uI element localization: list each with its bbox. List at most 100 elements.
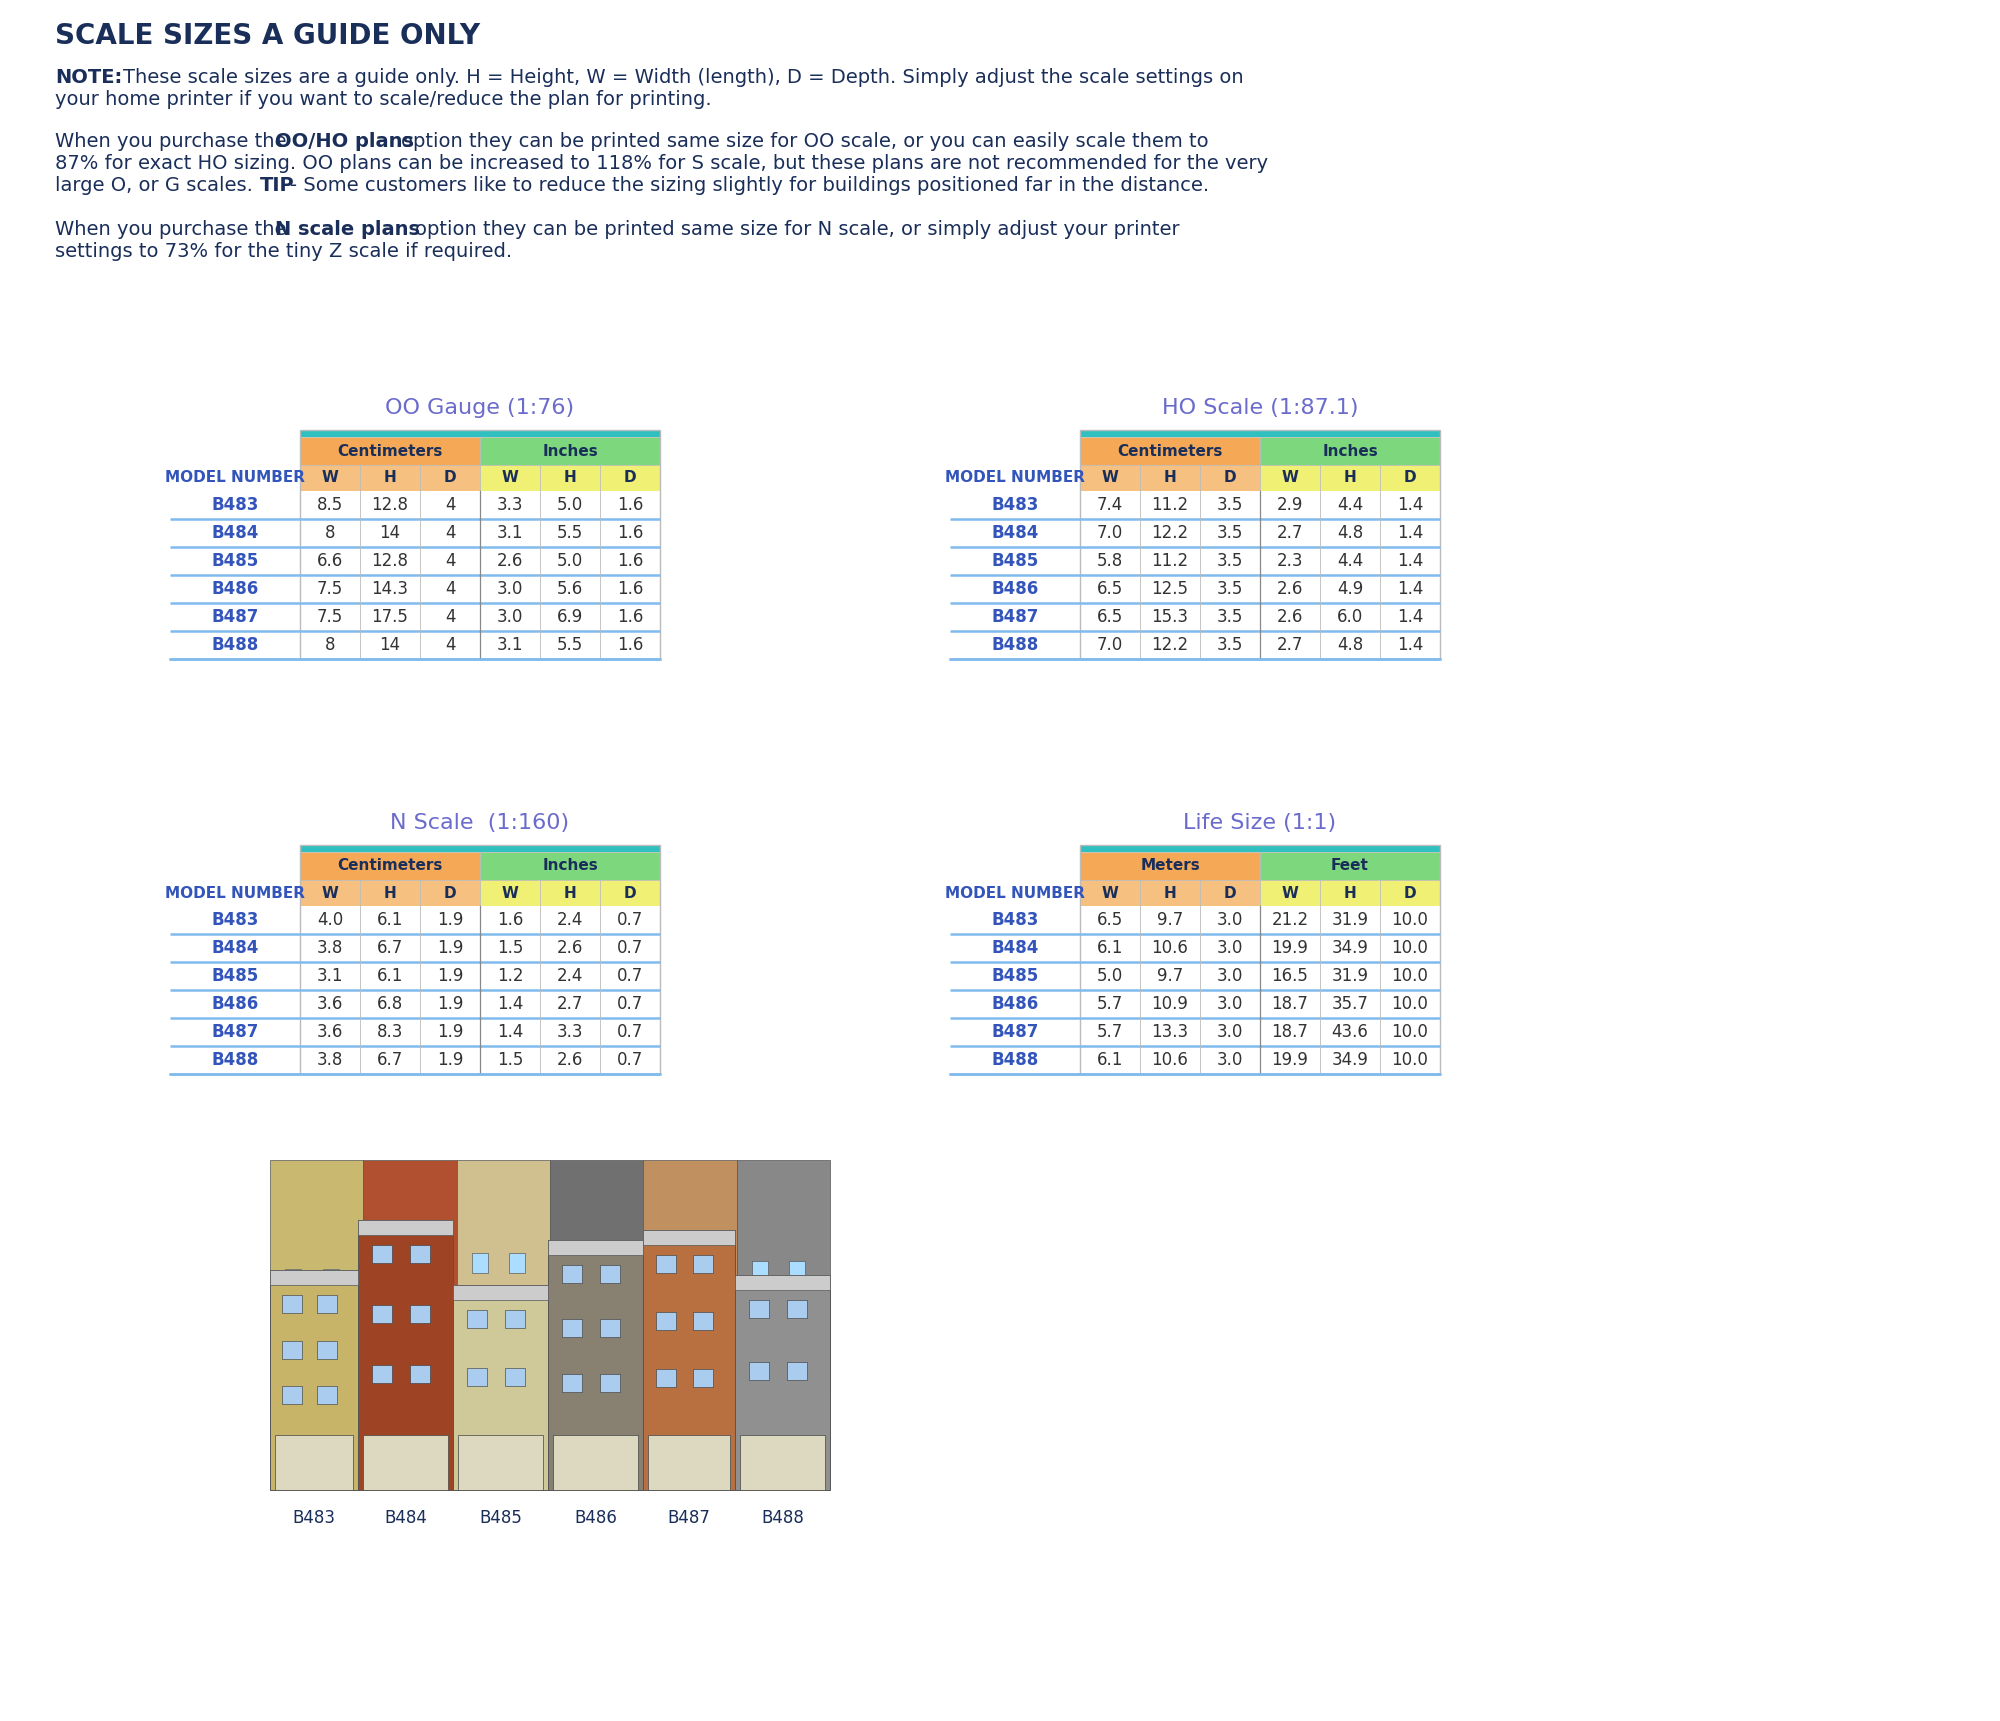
Bar bbox=[1320, 879, 1380, 905]
Bar bbox=[1080, 520, 1440, 547]
Bar bbox=[300, 602, 660, 632]
Text: 7.5: 7.5 bbox=[316, 580, 344, 597]
Bar bbox=[480, 879, 540, 905]
Text: HO Scale (1:87.1): HO Scale (1:87.1) bbox=[1162, 398, 1358, 418]
Text: 11.2: 11.2 bbox=[1152, 496, 1188, 515]
Text: H: H bbox=[564, 470, 576, 485]
Bar bbox=[736, 1160, 830, 1391]
Text: 8: 8 bbox=[324, 637, 336, 654]
Text: 14.3: 14.3 bbox=[372, 580, 408, 597]
Bar bbox=[270, 1270, 358, 1286]
Bar bbox=[644, 1160, 736, 1440]
Bar bbox=[656, 1370, 676, 1387]
Text: B486: B486 bbox=[212, 995, 258, 1014]
Text: option they can be printed same size for N scale, or simply adjust your printer: option they can be printed same size for… bbox=[416, 220, 1180, 239]
Text: 4.8: 4.8 bbox=[1336, 523, 1364, 542]
Text: 1.4: 1.4 bbox=[496, 1022, 524, 1041]
Bar bbox=[566, 1323, 582, 1344]
Text: 2.4: 2.4 bbox=[556, 967, 584, 984]
Text: 12.2: 12.2 bbox=[1152, 523, 1188, 542]
Bar bbox=[270, 1160, 364, 1408]
Bar bbox=[1260, 879, 1320, 905]
Text: 4: 4 bbox=[444, 637, 456, 654]
Bar bbox=[600, 1265, 620, 1282]
Text: MODEL NUMBER: MODEL NUMBER bbox=[946, 470, 1084, 485]
Text: 3.5: 3.5 bbox=[1216, 552, 1244, 570]
Bar bbox=[552, 1435, 638, 1490]
Bar bbox=[466, 1310, 486, 1329]
Text: B484: B484 bbox=[992, 940, 1038, 957]
Text: 4: 4 bbox=[444, 580, 456, 597]
Text: B485: B485 bbox=[992, 552, 1038, 570]
Bar bbox=[696, 1335, 712, 1354]
Text: 6.8: 6.8 bbox=[376, 995, 404, 1014]
Text: 6.0: 6.0 bbox=[1336, 608, 1364, 626]
Text: 1.4: 1.4 bbox=[1396, 496, 1424, 515]
Text: B484: B484 bbox=[212, 523, 258, 542]
Bar bbox=[300, 852, 480, 879]
Bar bbox=[286, 1313, 302, 1334]
Bar bbox=[358, 1220, 452, 1236]
Bar bbox=[1080, 852, 1260, 879]
Text: 1.2: 1.2 bbox=[496, 967, 524, 984]
Text: 6.5: 6.5 bbox=[1096, 580, 1124, 597]
Bar bbox=[364, 1435, 448, 1490]
Bar bbox=[410, 1365, 430, 1384]
Bar bbox=[600, 1320, 620, 1337]
Text: N scale plans: N scale plans bbox=[276, 220, 420, 239]
Bar bbox=[658, 1335, 674, 1354]
Text: 18.7: 18.7 bbox=[1272, 995, 1308, 1014]
Bar bbox=[472, 1291, 488, 1311]
Bar bbox=[270, 1160, 830, 1490]
Text: 3.1: 3.1 bbox=[496, 637, 524, 654]
Bar bbox=[318, 1341, 338, 1358]
Bar bbox=[300, 962, 660, 990]
Text: D: D bbox=[444, 886, 456, 900]
Bar bbox=[692, 1370, 712, 1387]
Bar bbox=[1080, 1046, 1440, 1074]
Bar bbox=[452, 1286, 548, 1490]
Bar bbox=[1080, 845, 1440, 1074]
Text: 1.5: 1.5 bbox=[496, 1052, 524, 1069]
Bar bbox=[1080, 575, 1440, 602]
Bar bbox=[1260, 437, 1440, 465]
Text: 12.2: 12.2 bbox=[1152, 637, 1188, 654]
Bar bbox=[300, 437, 480, 465]
Text: 5.7: 5.7 bbox=[1096, 995, 1124, 1014]
Text: 3.0: 3.0 bbox=[496, 580, 524, 597]
Text: Inches: Inches bbox=[1322, 444, 1378, 458]
Text: 43.6: 43.6 bbox=[1332, 1022, 1368, 1041]
Text: 12.5: 12.5 bbox=[1152, 580, 1188, 597]
Text: 5.6: 5.6 bbox=[556, 580, 584, 597]
Text: TIP: TIP bbox=[260, 176, 294, 194]
Bar bbox=[300, 1046, 660, 1074]
Bar bbox=[656, 1255, 676, 1274]
Bar bbox=[420, 465, 480, 490]
Text: B488: B488 bbox=[212, 1052, 258, 1069]
Text: 3.0: 3.0 bbox=[1216, 995, 1244, 1014]
Text: 1.4: 1.4 bbox=[1396, 580, 1424, 597]
Text: 7.4: 7.4 bbox=[1096, 496, 1124, 515]
Bar bbox=[1080, 935, 1440, 962]
Text: 3.5: 3.5 bbox=[1216, 496, 1244, 515]
Text: 2.6: 2.6 bbox=[1276, 608, 1304, 626]
Text: 0.7: 0.7 bbox=[616, 995, 644, 1014]
Bar bbox=[510, 1291, 526, 1311]
Bar bbox=[736, 1275, 830, 1490]
Bar bbox=[300, 1019, 660, 1046]
Bar bbox=[648, 1435, 730, 1490]
Bar bbox=[600, 879, 660, 905]
Text: 10.0: 10.0 bbox=[1392, 910, 1428, 929]
Text: 1.4: 1.4 bbox=[1396, 523, 1424, 542]
Text: 4.0: 4.0 bbox=[316, 910, 344, 929]
Text: B486: B486 bbox=[992, 995, 1038, 1014]
Bar bbox=[1080, 430, 1440, 659]
Text: 3.0: 3.0 bbox=[1216, 1052, 1244, 1069]
Bar bbox=[1080, 465, 1140, 490]
Text: 35.7: 35.7 bbox=[1332, 995, 1368, 1014]
Text: B484: B484 bbox=[212, 940, 258, 957]
Text: MODEL NUMBER: MODEL NUMBER bbox=[164, 470, 304, 485]
Bar bbox=[1080, 879, 1140, 905]
Text: 3.5: 3.5 bbox=[1216, 637, 1244, 654]
Text: option they can be printed same size for OO scale, or you can easily scale them : option they can be printed same size for… bbox=[400, 133, 1208, 151]
